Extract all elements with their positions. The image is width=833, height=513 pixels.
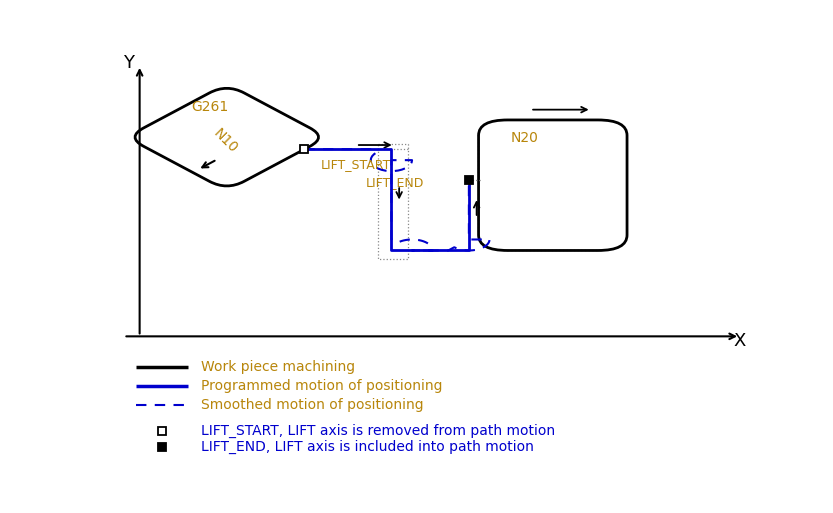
Text: X: X	[734, 332, 746, 350]
Text: LIFT_START, LIFT axis is removed from path motion: LIFT_START, LIFT axis is removed from pa…	[201, 424, 555, 438]
Text: LIFT_END: LIFT_END	[366, 176, 424, 189]
Text: Programmed motion of positioning: Programmed motion of positioning	[201, 379, 442, 393]
Text: N20: N20	[511, 131, 539, 145]
Text: LIFT_START: LIFT_START	[321, 158, 391, 171]
Text: Work piece machining: Work piece machining	[201, 360, 355, 374]
Text: G261: G261	[192, 101, 228, 114]
Text: N10: N10	[211, 126, 241, 155]
Text: LIFT_END, LIFT axis is included into path motion: LIFT_END, LIFT axis is included into pat…	[201, 440, 534, 454]
Text: Smoothed motion of positioning: Smoothed motion of positioning	[201, 398, 424, 412]
Text: Y: Y	[123, 54, 134, 72]
